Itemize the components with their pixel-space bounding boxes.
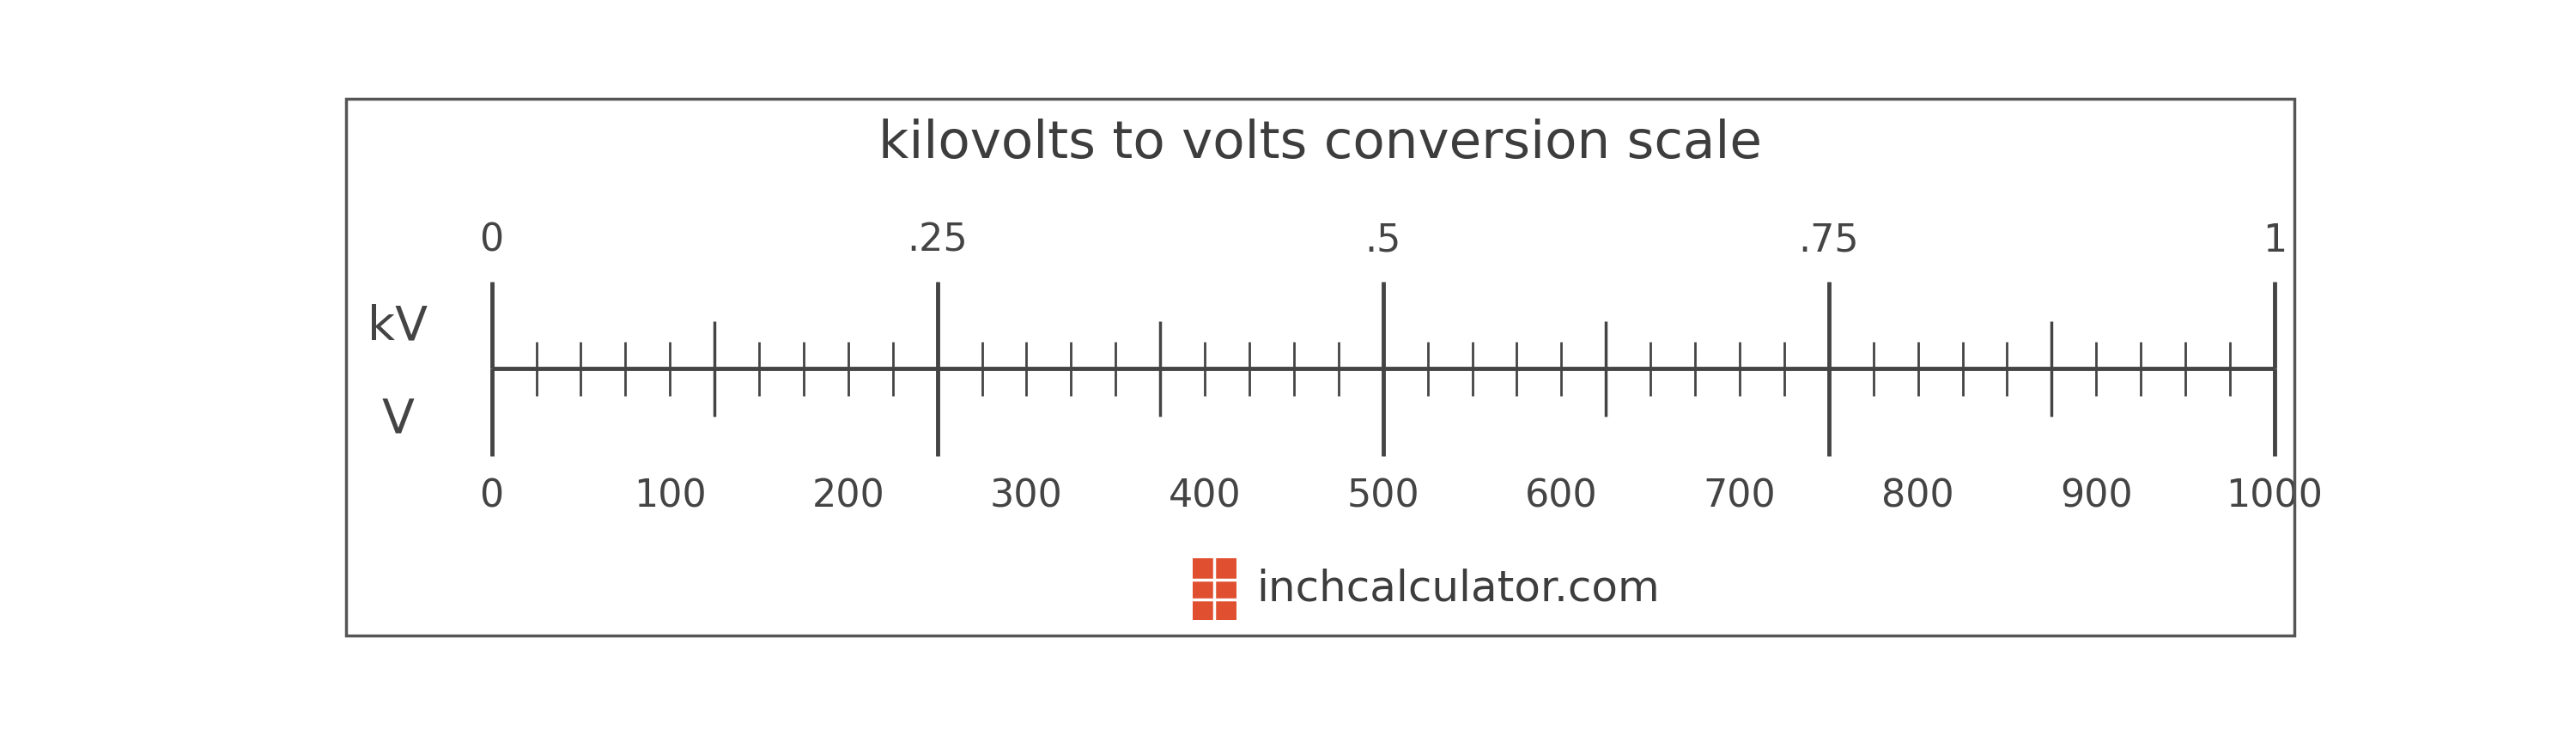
Bar [1193, 558, 1236, 620]
Text: 800: 800 [1880, 478, 1955, 515]
Text: 1000: 1000 [2226, 478, 2324, 515]
Text: kV: kV [368, 303, 428, 350]
Text: V: V [381, 396, 415, 442]
Text: kilovolts to volts conversion scale: kilovolts to volts conversion scale [878, 118, 1762, 169]
Text: 1: 1 [2262, 222, 2287, 259]
Text: 0: 0 [479, 478, 505, 515]
Text: 0: 0 [479, 222, 505, 259]
Text: 600: 600 [1525, 478, 1597, 515]
Text: 400: 400 [1170, 478, 1242, 515]
Text: 300: 300 [989, 478, 1064, 515]
Text: 700: 700 [1703, 478, 1775, 515]
Text: 500: 500 [1347, 478, 1419, 515]
Text: 900: 900 [2061, 478, 2133, 515]
Text: .5: .5 [1365, 222, 1401, 259]
Text: inchcalculator.com: inchcalculator.com [1257, 569, 1659, 610]
Text: .25: .25 [907, 222, 969, 259]
Text: .75: .75 [1798, 222, 1860, 259]
Text: 200: 200 [811, 478, 884, 515]
Text: 100: 100 [634, 478, 706, 515]
